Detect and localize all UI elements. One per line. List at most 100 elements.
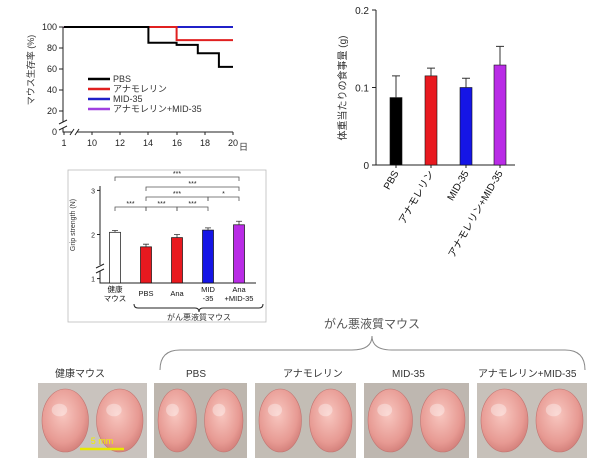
food-errorbar-2 [462, 77, 470, 88]
photo-panel: がん悪液質マウス 健康マウス PBS アナモレリン MID-35 アナモレリン+MID-… [38, 316, 587, 458]
food-bar-0 [389, 97, 403, 166]
photo-strip: 健康マウス PBS アナモレリン MID-35 アナモレリン+MID-35 5 mm [38, 367, 587, 458]
grip-errorbar-4 [236, 220, 242, 225]
food-category-label-0: PBS [382, 169, 402, 192]
photo-label-0: 健康マウス [55, 367, 105, 380]
survival-xtick-label: 18 [200, 138, 210, 148]
tissue-sample-2-0 [258, 388, 302, 453]
grip-category-label-0: マウス [104, 294, 127, 303]
grip-bar-0 [109, 231, 121, 284]
photo-label-3: MID-35 [392, 369, 425, 380]
grip-category-label-4: Ana [232, 285, 246, 294]
grip-category-label-2: Ana [170, 289, 184, 298]
grip-significance: *** *** ****** ******* [114, 171, 240, 211]
tissue-sample-3-0 [367, 388, 413, 453]
grip-bar-4 [233, 224, 245, 284]
survival-axis-break-marks [58, 119, 80, 136]
grip-errorbar-1 [143, 243, 149, 247]
grip-category-label-0: 健康 [108, 284, 123, 294]
grip-category-label-4: +MID-35 [225, 294, 254, 303]
tissue-sample-0-1 [96, 388, 144, 453]
survival-ytick-label: 80 [47, 43, 57, 53]
food-bars [389, 45, 507, 166]
tissue-highlight-4-1 [545, 403, 562, 417]
photo-group-title: がん悪液質マウス [324, 316, 420, 331]
grip-bar-1 [140, 246, 152, 284]
grip-sig-label-3: *** [173, 191, 181, 198]
grip-bar-3 [202, 229, 214, 284]
survival-ylabel: マウス生存率 (%) [25, 35, 36, 106]
survival-xunit: 日 [239, 142, 248, 152]
grip-sig-bracket-5 [145, 186, 240, 191]
grip-bar-2 [171, 237, 183, 284]
grip-errorbar-2 [174, 234, 180, 238]
survival-xtick-label: 14 [143, 138, 153, 148]
tissue-highlight-2-0 [267, 403, 283, 417]
tissue-highlight-4-0 [490, 403, 507, 417]
tissue-sample-4-1 [535, 388, 584, 453]
tissue-highlight-1-1 [212, 403, 226, 417]
survival-ytick-label: 60 [47, 64, 57, 74]
food-ytick-label: 0.1 [355, 84, 369, 95]
photo-group-brace [159, 335, 586, 371]
grip-sig-label-2: *** [188, 201, 196, 208]
survival-xtick-label: 12 [115, 138, 125, 148]
tissue-sample-1-0 [157, 388, 197, 453]
food-category-label-1: アナモレリン [396, 169, 436, 227]
food-errorbar-1 [427, 67, 435, 76]
tissue-highlight-3-1 [429, 403, 445, 417]
grip-sig-label-5: *** [188, 181, 196, 188]
grip-ytick-label: 2 [91, 233, 95, 240]
survival-line-0 [63, 26, 233, 68]
survival-ytick-label: 0 [52, 127, 57, 137]
photo-label-4: アナモレリン+MID-35 [478, 368, 577, 380]
food-ytick-label: 0.2 [355, 6, 369, 17]
grip-sig-label-6: *** [173, 171, 181, 178]
grip-ylabel: Grip strength (N) [70, 199, 77, 251]
grip-category-label-3: -35 [203, 294, 214, 303]
legend-label-1: アナモレリン [113, 84, 167, 94]
grip-category-label-1: PBS [138, 289, 153, 298]
grip-panel-frame [67, 169, 267, 323]
grip-errorbar-3 [205, 227, 211, 231]
grip-axis-break-marks [95, 263, 105, 274]
survival-ytick-label: 20 [47, 106, 57, 116]
food-ylabel: 体重当たりの食事量 (g) [336, 36, 349, 141]
grip-chart: 123 *** *** ****** ******* Grip strength (N… [67, 169, 267, 323]
survival-xtick-label: 20 [228, 138, 238, 148]
grip-sig-label-0: *** [126, 201, 134, 208]
tissue-sample-1-1 [204, 388, 244, 453]
survival-chart: 0 20 40 60 80 100 1 10 12 14 16 18 20 マウス生存率 (%) 日 P… [25, 22, 248, 152]
tissue-highlight-1-0 [166, 403, 179, 417]
food-ytick-label: 0 [363, 161, 369, 172]
grip-ytick-label: 3 [91, 188, 95, 195]
survival-axis-lines [62, 27, 233, 133]
survival-xtick-label: 10 [87, 138, 97, 148]
grip-sig-label-4: * [222, 191, 225, 198]
grip-sig-bracket-6 [114, 176, 240, 181]
tissue-highlight-2-1 [318, 403, 333, 417]
food-category-label-2: MID-35 [446, 169, 472, 203]
legend-label-2: MID-35 [113, 94, 143, 104]
tissue-sample-3-1 [420, 388, 466, 453]
scale-bar-label: 5 mm [91, 436, 114, 446]
survival-series [63, 26, 233, 68]
survival-xtick-label: 16 [172, 138, 182, 148]
tissue-highlight-0-1 [106, 403, 122, 417]
survival-xtick-label: 1 [61, 138, 66, 148]
survival-ytick-label: 40 [47, 85, 57, 95]
photo-label-2: アナモレリン [283, 368, 343, 380]
food-errorbar-3 [496, 45, 504, 66]
tissue-highlight-0-0 [51, 403, 68, 417]
photo-label-1: PBS [186, 369, 206, 380]
grip-ytick-label: 1 [91, 277, 95, 284]
grip-errorbar-0 [112, 230, 118, 233]
tissue-sample-2-1 [309, 388, 353, 453]
food-bar-2 [459, 87, 473, 166]
grip-sig-label-1: *** [157, 201, 165, 208]
survival-ytick-label: 100 [42, 22, 57, 32]
grip-group-bracket [133, 303, 264, 313]
